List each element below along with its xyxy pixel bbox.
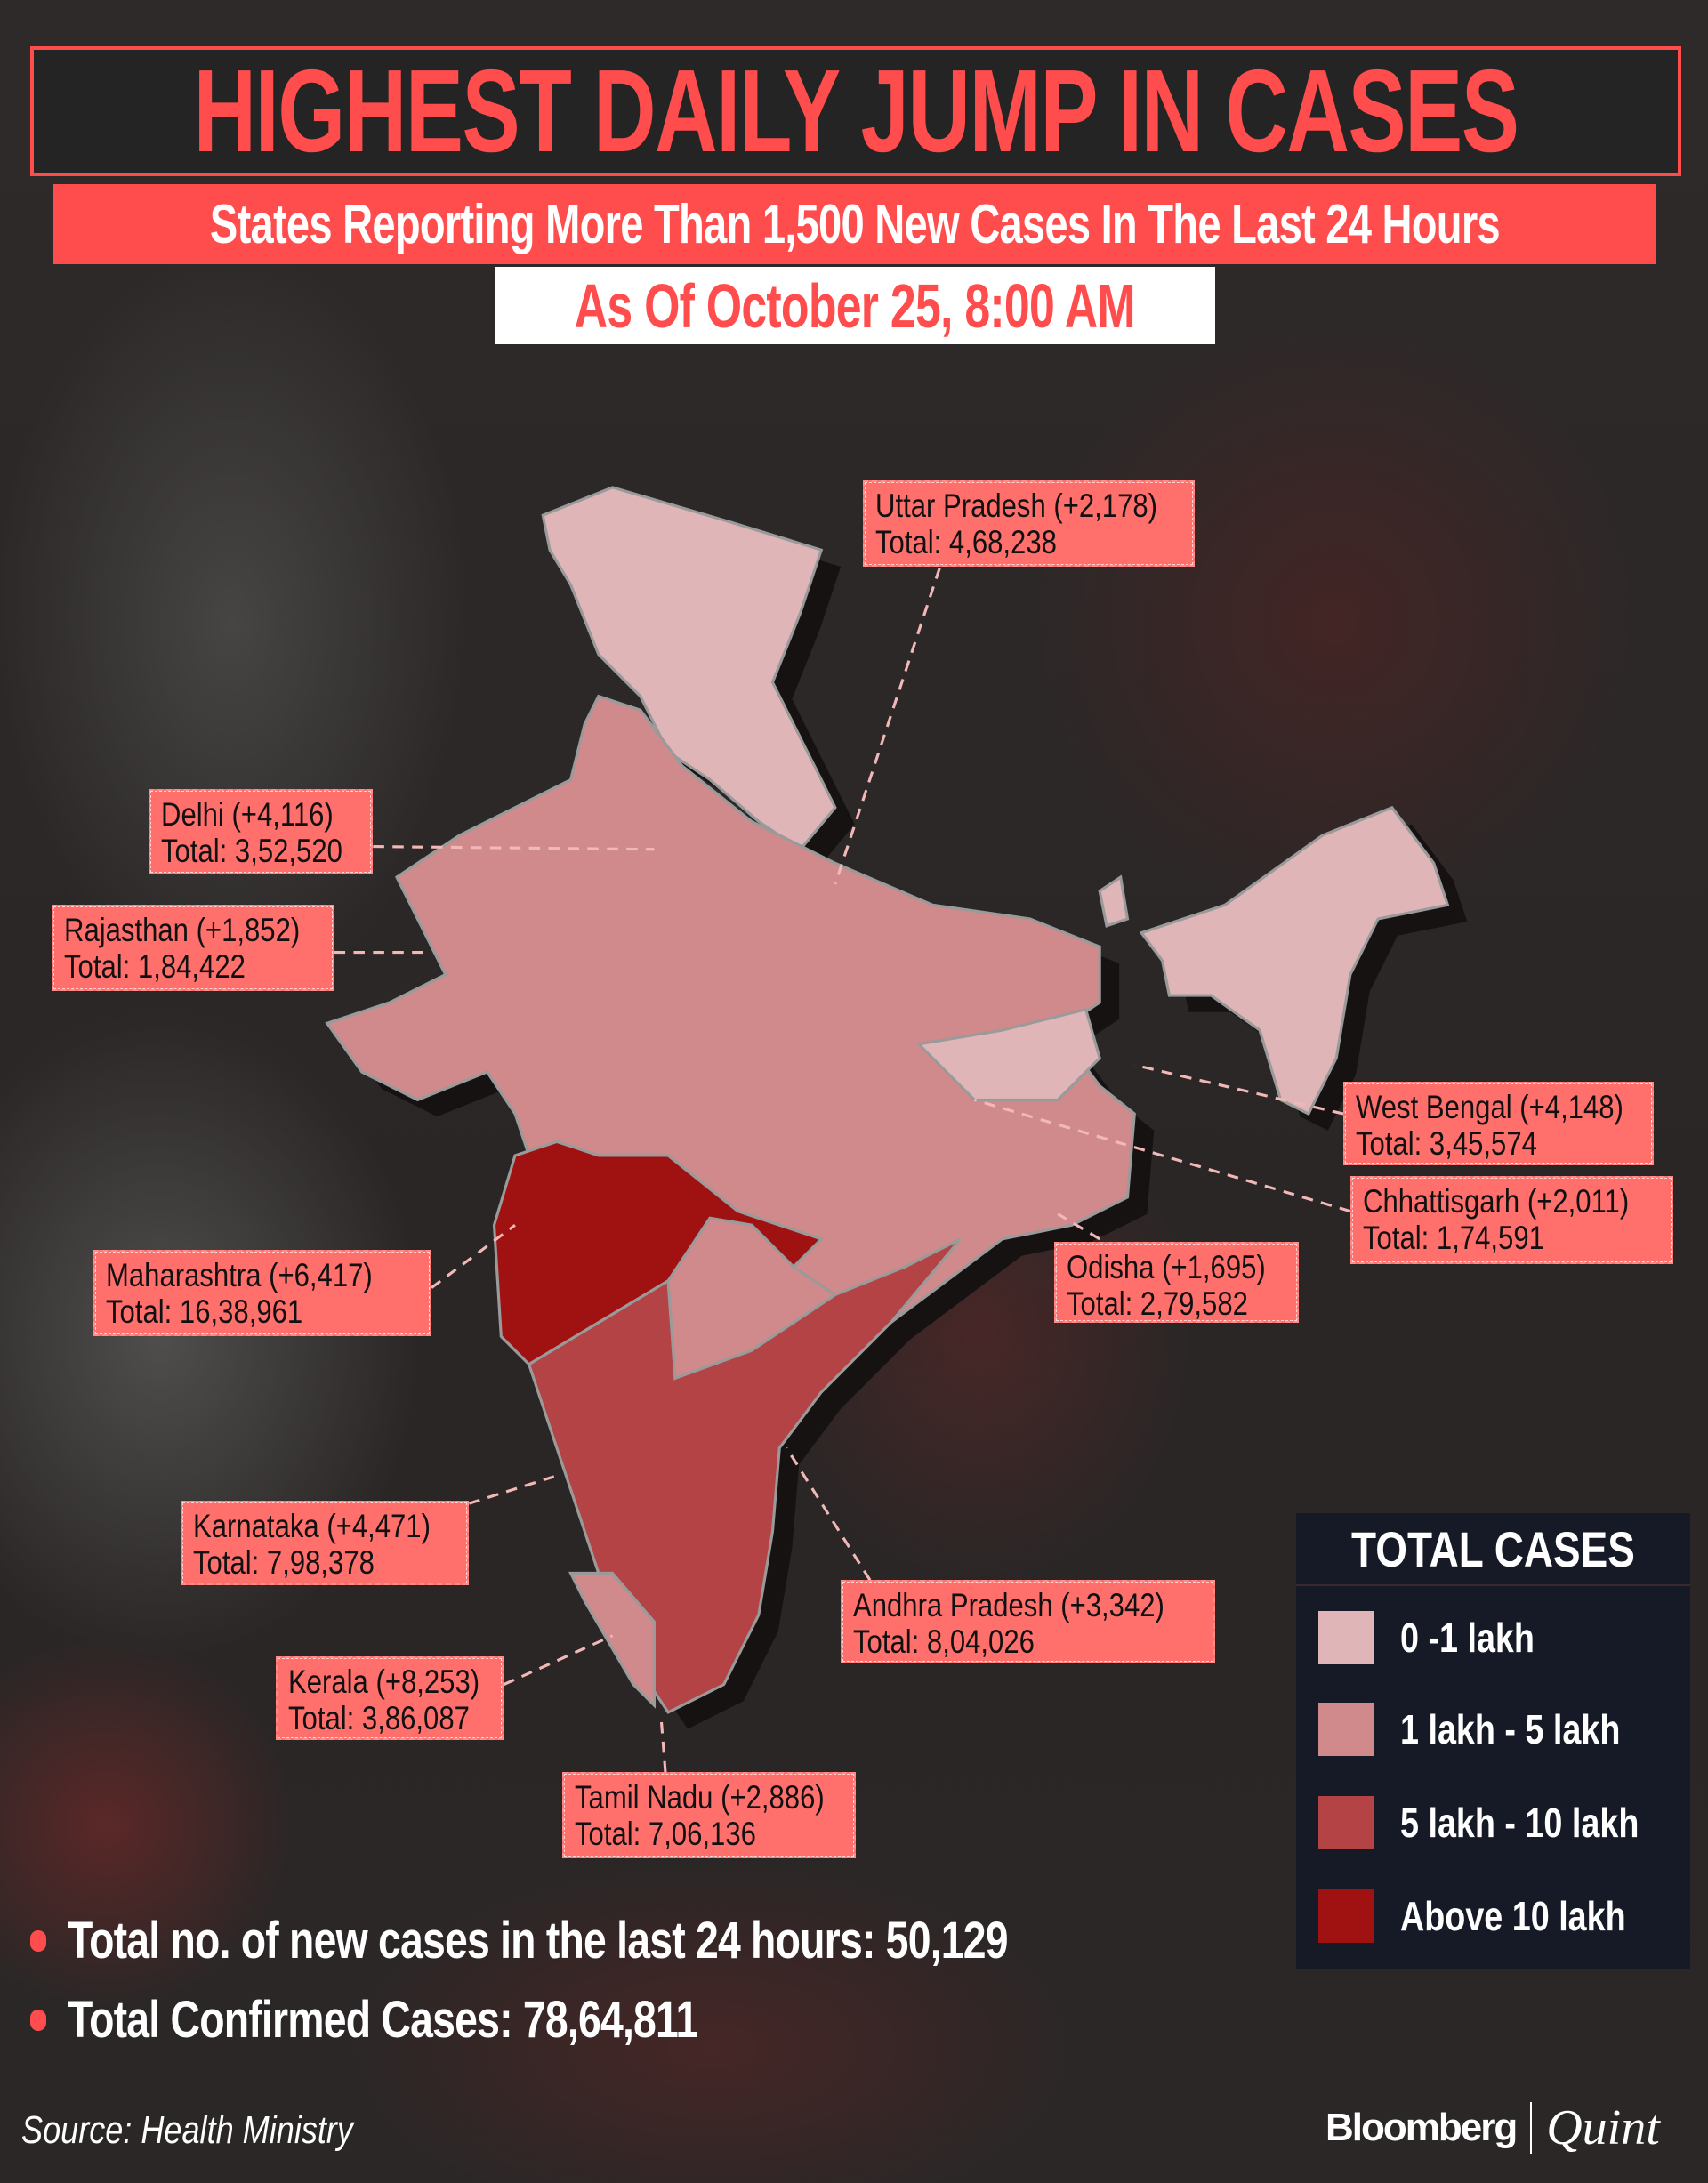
legend-swatch — [1318, 1703, 1374, 1756]
state-total: Total: 8,04,026 — [853, 1623, 1035, 1660]
state-name: Karnataka (+4,471) — [193, 1508, 431, 1544]
bullet-icon — [30, 1929, 46, 1952]
date-label: As Of October 25, 8:00 AM — [574, 270, 1136, 341]
legend-item: Above 10 lakh — [1318, 1889, 1675, 1943]
region-jharkhand — [915, 1007, 1101, 1101]
source-note: Source: Health Ministry — [21, 2108, 353, 2152]
leader-lines — [334, 568, 1351, 1773]
label-tamil-nadu: Tamil Nadu (+2,886) Total: 7,06,136 — [562, 1772, 856, 1858]
subtitle-band: States Reporting More Than 1,500 New Cas… — [53, 184, 1656, 264]
state-name: Kerala (+8,253) — [288, 1663, 480, 1700]
title-box: HIGHEST DAILY JUMP IN CASES — [30, 46, 1681, 176]
subtitle: States Reporting More Than 1,500 New Cas… — [210, 193, 1501, 255]
state-total: Total: 16,38,961 — [106, 1293, 303, 1330]
legend-swatch — [1318, 1611, 1374, 1664]
state-total: Total: 1,74,591 — [1363, 1220, 1544, 1256]
state-name: Delhi (+4,116) — [161, 796, 334, 833]
state-total: Total: 3,45,574 — [1356, 1125, 1537, 1162]
state-total: Total: 7,98,378 — [193, 1544, 375, 1581]
legend-title: TOTAL CASES — [1296, 1513, 1690, 1586]
state-name: Maharashtra (+6,417) — [106, 1257, 373, 1293]
legend: TOTAL CASES 0 -1 lakh 1 lakh - 5 lakh 5 … — [1296, 1513, 1690, 1969]
state-name: Odisha (+1,695) — [1067, 1249, 1266, 1285]
region-telangana — [666, 1216, 838, 1381]
state-name: Chhattisgarh (+2,011) — [1363, 1183, 1630, 1220]
state-total: Total: 1,84,422 — [64, 948, 246, 985]
state-total: Total: 3,52,520 — [161, 833, 342, 869]
region-northeast — [1139, 805, 1450, 1116]
state-total: Total: 4,68,238 — [875, 524, 1057, 560]
label-rajasthan: Rajasthan (+1,852) Total: 1,84,422 — [52, 905, 334, 991]
legend-item: 1 lakh - 5 lakh — [1318, 1703, 1669, 1756]
label-maharashtra: Maharashtra (+6,417) Total: 16,38,961 — [93, 1250, 431, 1336]
date-box: As Of October 25, 8:00 AM — [495, 267, 1215, 344]
label-delhi: Delhi (+4,116) Total: 3,52,520 — [149, 789, 373, 874]
state-name: West Bengal (+4,148) — [1356, 1089, 1623, 1125]
bloomberg-quint-logo: Bloomberg Quint — [1325, 2100, 1660, 2155]
label-odisha: Odisha (+1,695) Total: 2,79,582 — [1054, 1242, 1299, 1323]
label-karnataka: Karnataka (+4,471) Total: 7,98,378 — [181, 1501, 469, 1585]
state-name: Andhra Pradesh (+3,342) — [853, 1587, 1164, 1623]
summary-new-cases: Total no. of new cases in the last 24 ho… — [30, 1911, 1243, 1970]
region-kerala — [568, 1571, 657, 1709]
state-name: Uttar Pradesh (+2,178) — [875, 487, 1158, 524]
bullet-icon — [30, 2009, 46, 2031]
label-andhra-pradesh: Andhra Pradesh (+3,342) Total: 8,04,026 — [841, 1580, 1215, 1663]
legend-swatch — [1318, 1889, 1374, 1943]
legend-item: 0 -1 lakh — [1318, 1611, 1564, 1664]
legend-swatch — [1318, 1796, 1374, 1849]
state-total: Total: 7,06,136 — [575, 1816, 756, 1852]
label-uttar-pradesh: Uttar Pradesh (+2,178) Total: 4,68,238 — [863, 480, 1195, 567]
state-name: Tamil Nadu (+2,886) — [575, 1779, 825, 1816]
legend-item: 5 lakh - 10 lakh — [1318, 1796, 1691, 1849]
label-kerala: Kerala (+8,253) Total: 3,86,087 — [276, 1656, 504, 1740]
summary-total-cases: Total Confirmed Cases: 78,64,811 — [30, 1990, 856, 2050]
state-total: Total: 2,79,582 — [1067, 1285, 1248, 1322]
page-title: HIGHEST DAILY JUMP IN CASES — [193, 45, 1519, 176]
label-west-bengal: West Bengal (+4,148) Total: 3,45,574 — [1343, 1082, 1654, 1165]
region-sikkim — [1098, 874, 1130, 928]
label-chhattisgarh: Chhattisgarh (+2,011) Total: 1,74,591 — [1350, 1176, 1673, 1264]
state-total: Total: 3,86,087 — [288, 1700, 470, 1736]
state-name: Rajasthan (+1,852) — [64, 912, 301, 948]
